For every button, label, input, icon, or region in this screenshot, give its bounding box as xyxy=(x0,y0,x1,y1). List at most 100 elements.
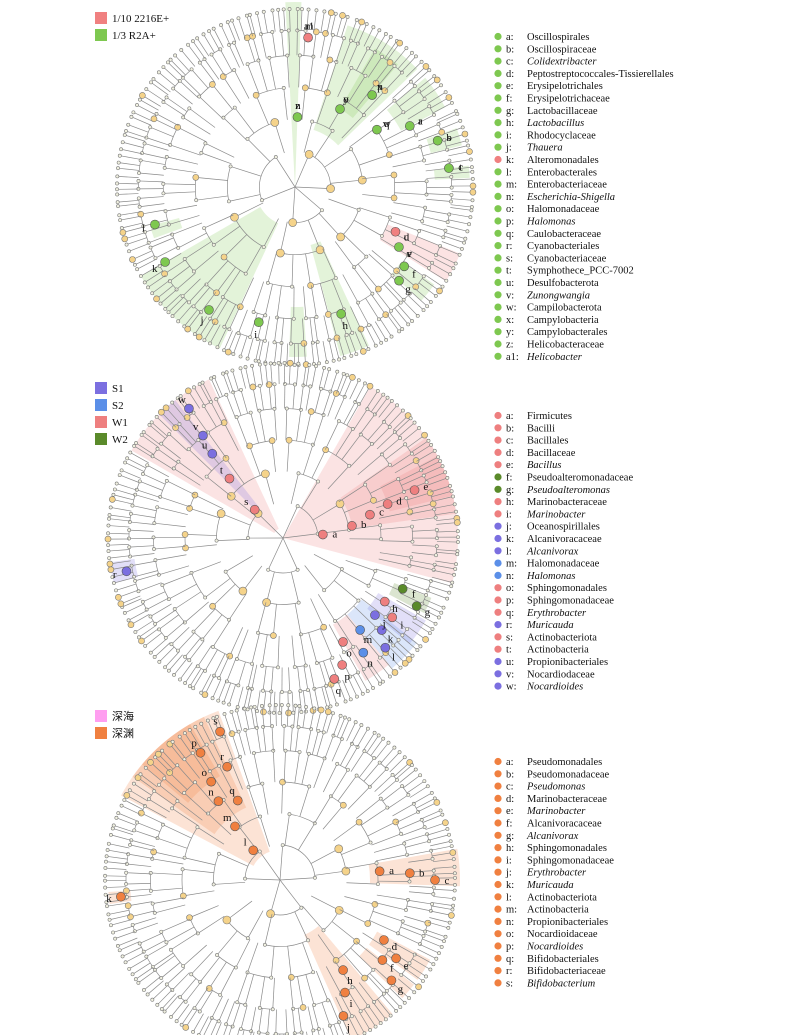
taxon-dot xyxy=(494,571,502,580)
tree-node xyxy=(148,650,153,655)
tree-branch xyxy=(158,565,190,576)
tree-branch xyxy=(392,81,412,99)
tree-node xyxy=(152,521,157,526)
tree-node xyxy=(180,867,185,872)
tree-branch xyxy=(429,485,451,493)
tree-node xyxy=(152,789,157,794)
tree-branch xyxy=(105,875,127,877)
tree-branch xyxy=(119,474,140,483)
tree-branch xyxy=(297,1008,302,1033)
tree-branch xyxy=(117,937,138,947)
tree-branch xyxy=(229,627,244,657)
tree-branch xyxy=(353,256,367,268)
tree-branch xyxy=(236,416,249,447)
tree-node xyxy=(199,150,204,155)
taxon-key: t: xyxy=(506,266,512,277)
taxon-dot xyxy=(494,608,502,616)
tree-node xyxy=(372,756,377,761)
tree-branch xyxy=(144,143,169,151)
tree-branch xyxy=(212,620,231,648)
tree-node xyxy=(259,704,264,708)
tree-node xyxy=(440,812,445,817)
clade-letter: n xyxy=(367,658,373,670)
tree-node xyxy=(449,185,454,190)
tree-branch xyxy=(226,658,237,682)
tree-node xyxy=(275,315,279,320)
significant-taxon-node xyxy=(380,642,391,653)
tree-node xyxy=(423,929,428,934)
tree-node xyxy=(308,384,313,389)
tree-branch xyxy=(362,194,395,199)
tree-branch xyxy=(299,385,304,410)
tree-node xyxy=(236,331,241,335)
tree-branch xyxy=(107,849,129,854)
tree-node xyxy=(451,266,456,271)
tree-branch xyxy=(248,783,263,788)
tree-branch xyxy=(359,385,371,405)
tree-node xyxy=(144,87,149,92)
tree-branch xyxy=(211,54,226,76)
clade-letter: l xyxy=(142,223,145,235)
tree-branch xyxy=(183,890,215,897)
tree-node xyxy=(265,1031,270,1035)
tree-branch xyxy=(435,517,457,522)
tree-branch xyxy=(121,470,142,479)
tree-branch xyxy=(166,480,196,496)
tree-branch xyxy=(430,97,450,109)
clade-letter: k xyxy=(388,633,394,645)
significant-taxon-node xyxy=(430,875,440,885)
significant-taxon-node xyxy=(338,637,348,647)
tree-branch xyxy=(328,198,359,211)
tree-node xyxy=(398,665,403,670)
clade-letter: g xyxy=(405,284,411,296)
taxon-key: i: xyxy=(506,855,512,866)
clade-letter: e xyxy=(423,481,428,493)
tree-branch xyxy=(213,225,241,246)
tree-branch xyxy=(320,33,326,58)
tree-branch xyxy=(286,408,301,411)
tree-node xyxy=(433,76,441,84)
tree-branch xyxy=(150,603,172,617)
tree-node xyxy=(250,661,254,666)
tree-branch xyxy=(267,537,284,570)
tree-branch xyxy=(272,750,276,783)
tree-node xyxy=(386,740,391,745)
tree-branch xyxy=(228,44,240,68)
tree-node xyxy=(339,567,344,571)
tree-node xyxy=(392,98,397,103)
clade-highlight-sector xyxy=(379,224,461,282)
tree-branch xyxy=(344,746,358,769)
tree-node xyxy=(142,280,147,285)
tree-node xyxy=(307,363,312,367)
tree-node xyxy=(196,438,201,442)
clade-letter: n xyxy=(295,100,301,112)
tree-node xyxy=(136,179,141,183)
tree-branch xyxy=(327,465,350,490)
tree-node xyxy=(227,327,232,332)
tree-node xyxy=(133,630,138,634)
tree-branch xyxy=(444,232,466,240)
tree-branch xyxy=(216,930,238,956)
tree-branch xyxy=(308,632,318,664)
tree-branch xyxy=(157,989,173,1006)
tree-branch xyxy=(133,445,153,458)
significant-taxon-node xyxy=(206,776,216,787)
tree-node xyxy=(449,584,454,589)
tree-branch xyxy=(346,882,378,885)
tree-node xyxy=(159,1007,164,1011)
tree-branch xyxy=(401,973,419,988)
tree-branch xyxy=(122,226,144,233)
tree-branch xyxy=(182,868,214,874)
tree-branch xyxy=(282,781,310,787)
tree-node xyxy=(169,1015,173,1019)
tree-branch xyxy=(269,705,272,727)
tree-branch xyxy=(214,300,229,322)
tree-branch xyxy=(223,330,233,351)
tree-branch xyxy=(359,1011,371,1031)
tree-branch xyxy=(376,659,391,677)
tree-branch xyxy=(425,471,446,481)
tree-branch xyxy=(450,204,472,208)
tree-branch xyxy=(257,513,284,539)
tree-node xyxy=(122,133,127,137)
